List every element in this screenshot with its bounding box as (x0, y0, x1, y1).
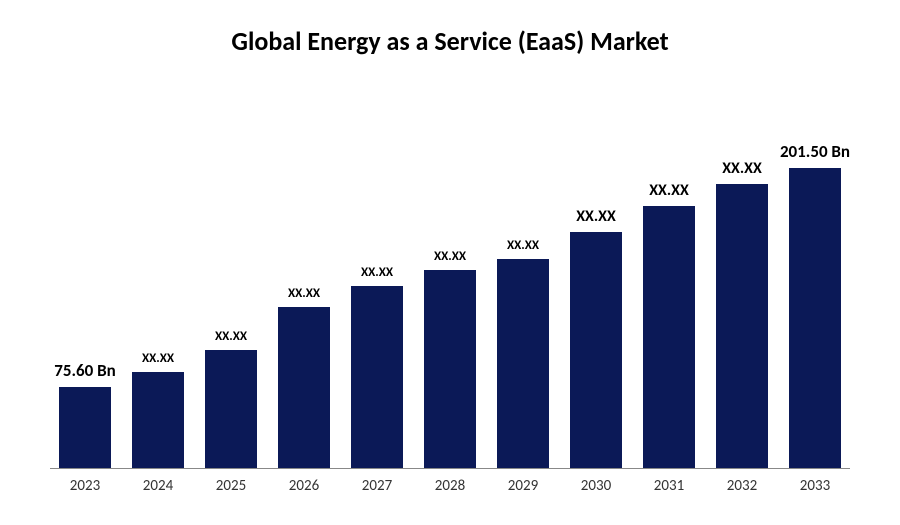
x-axis-label: 2028 (419, 477, 481, 495)
bar (205, 350, 257, 468)
bar (497, 259, 549, 468)
x-axis-label: 2030 (565, 477, 627, 495)
bar-value-label: XX.XX (361, 265, 393, 280)
bar-value-label: 201.50 Bn (780, 141, 850, 162)
x-axis-label: 2023 (54, 477, 116, 495)
x-axis-label: 2032 (711, 477, 773, 495)
bar-group: XX.XX (711, 92, 773, 468)
bar-value-label: XX.XX (507, 238, 539, 253)
bar-value-label: XX.XX (288, 286, 320, 301)
chart-area: 75.60 Bn XX.XX XX.XX XX.XX XX.XX XX.XX X… (50, 92, 850, 495)
bar-value-label: XX.XX (649, 181, 689, 200)
chart-title: Global Energy as a Service (EaaS) Market (50, 25, 850, 57)
chart-plot: 75.60 Bn XX.XX XX.XX XX.XX XX.XX XX.XX X… (50, 92, 850, 469)
bar (59, 387, 111, 468)
x-axis-label: 2026 (273, 477, 335, 495)
bar-value-label: XX.XX (142, 351, 174, 366)
x-axis-label: 2031 (638, 477, 700, 495)
x-axis-label: 2024 (127, 477, 189, 495)
bar-value-label: XX.XX (434, 249, 466, 264)
bar-group: 75.60 Bn (54, 92, 116, 468)
x-axis: 2023 2024 2025 2026 2027 2028 2029 2030 … (50, 469, 850, 495)
x-axis-label: 2029 (492, 477, 554, 495)
bar (570, 232, 622, 468)
bar-group: XX.XX (200, 92, 262, 468)
bar-value-label: XX.XX (215, 329, 247, 344)
bar-group: 201.50 Bn (784, 92, 846, 468)
bar (716, 184, 768, 468)
bar (351, 286, 403, 468)
bar-group: XX.XX (273, 92, 335, 468)
bar (424, 270, 476, 468)
x-axis-label: 2033 (784, 477, 846, 495)
bar (132, 372, 184, 468)
bar-value-label: XX.XX (722, 159, 762, 178)
x-axis-label: 2025 (200, 477, 262, 495)
bar (789, 168, 841, 468)
bar-group: XX.XX (127, 92, 189, 468)
bar-group: XX.XX (492, 92, 554, 468)
bar-group: XX.XX (565, 92, 627, 468)
x-axis-label: 2027 (346, 477, 408, 495)
bar-value-label: XX.XX (576, 207, 616, 226)
bar-value-label: 75.60 Bn (54, 360, 116, 381)
bar-group: XX.XX (638, 92, 700, 468)
bar (278, 307, 330, 468)
bar (643, 206, 695, 469)
bar-group: XX.XX (346, 92, 408, 468)
bar-group: XX.XX (419, 92, 481, 468)
